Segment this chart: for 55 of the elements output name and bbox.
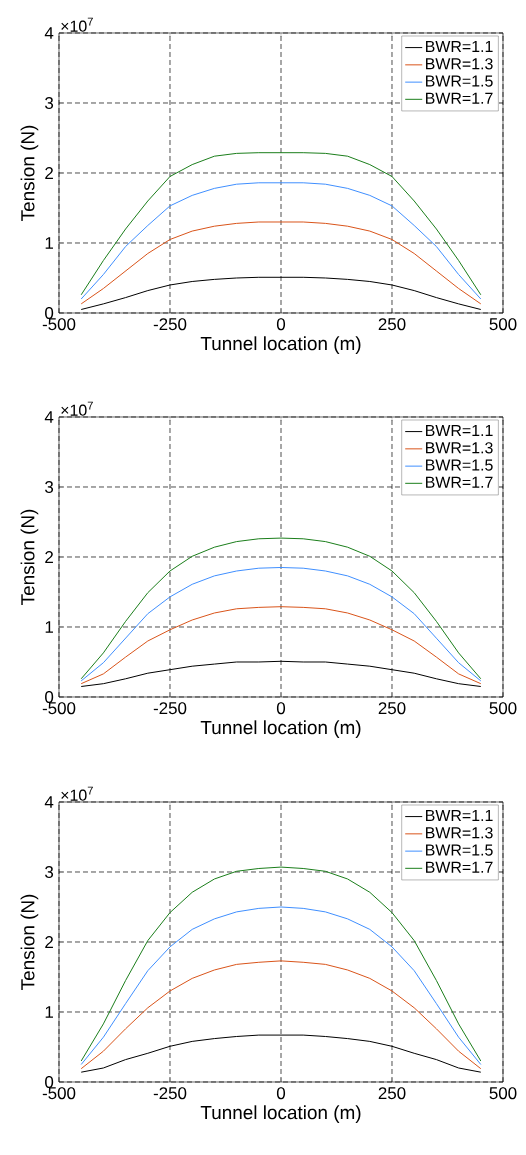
legend-label: BWR=1.5 <box>426 459 493 471</box>
legend-label: BWR=1.5 <box>426 75 493 87</box>
legend-label: BWR=1.1 <box>426 40 493 52</box>
x-tick-label: 500 <box>489 318 517 331</box>
x-tick-label: -250 <box>153 702 187 715</box>
text: ×10$^{7}$ <box>61 786 93 801</box>
x-axis-title: Tunnel location (m) <box>200 1105 361 1123</box>
x-tick-label: -250 <box>153 318 187 331</box>
y-tick-label: 2 <box>45 936 53 948</box>
x-axis-title: Tunnel location (m) <box>200 336 361 354</box>
x-tick-label: 500 <box>489 702 517 715</box>
x-tick-label: 250 <box>378 1087 406 1100</box>
legend-label: BWR=1.7 <box>426 476 493 488</box>
legend-label: BWR=1.3 <box>426 442 493 454</box>
legend-label: BWR=1.1 <box>426 809 493 821</box>
y-tick-label: 1 <box>45 621 53 633</box>
x-tick-label: 500 <box>489 1087 517 1100</box>
line-series <box>80 960 482 1070</box>
x-tick-label: -500 <box>42 1087 76 1100</box>
legend-label: BWR=1.7 <box>426 92 493 104</box>
legend-label: BWR=1.7 <box>426 861 493 873</box>
y-axis-title: Tension (N) <box>20 509 39 605</box>
text: ×10$^{7}$ <box>61 401 93 416</box>
x-tick-label: -500 <box>42 702 76 715</box>
line-series <box>80 606 482 685</box>
text: ×10$^{7}$ <box>61 17 93 32</box>
y-tick-label: 0 <box>45 690 54 703</box>
y-tick-label: 4 <box>44 411 54 423</box>
legend-label: BWR=1.1 <box>426 424 493 436</box>
legend-label: BWR=1.3 <box>426 58 493 70</box>
y-tick-label: 0 <box>45 306 54 319</box>
y-tick-label: 1 <box>45 1006 53 1018</box>
y-tick-label: 4 <box>44 27 54 39</box>
line-series <box>80 537 482 680</box>
x-tick-label: -250 <box>153 1087 187 1100</box>
y-tick-label: 2 <box>45 551 53 563</box>
y-tick-label: 0 <box>45 1075 54 1088</box>
y-axis-title: Tension (N) <box>20 894 39 990</box>
x-tick-label: 0 <box>276 318 286 331</box>
line-series <box>80 906 482 1065</box>
y-tick-label: 3 <box>45 865 54 878</box>
x-tick-label: 250 <box>378 318 406 331</box>
x-tick-label: 250 <box>378 702 406 715</box>
legend-label: BWR=1.5 <box>426 844 493 856</box>
x-tick-label: 0 <box>276 702 286 715</box>
y-tick-label: 4 <box>44 796 54 808</box>
y-axis-title: Tension (N) <box>20 125 39 221</box>
y-tick-label: 3 <box>45 480 54 493</box>
x-tick-label: 0 <box>276 1087 286 1100</box>
legend-label: BWR=1.3 <box>426 827 493 839</box>
y-tick-label: 1 <box>45 237 53 249</box>
y-tick-label: 2 <box>45 167 53 179</box>
x-tick-label: -500 <box>42 318 76 331</box>
x-axis-title: Tunnel location (m) <box>200 720 361 738</box>
y-tick-label: 3 <box>45 96 54 109</box>
